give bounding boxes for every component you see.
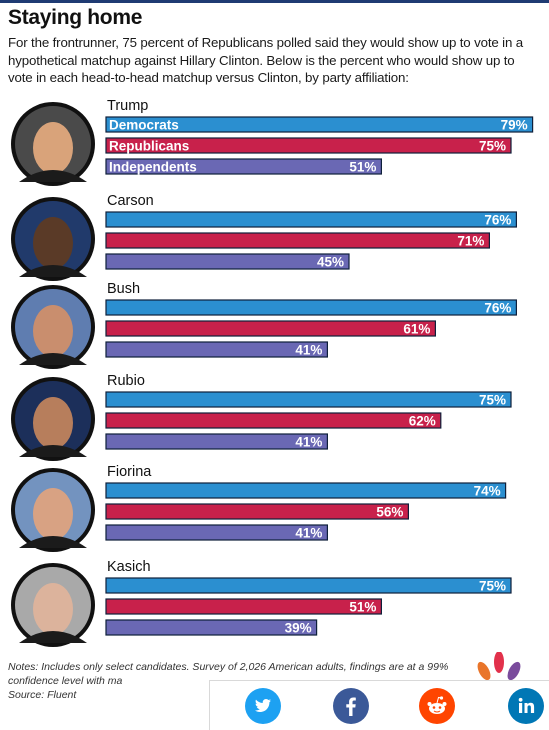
- series-label: Republicans: [109, 139, 189, 154]
- top-rule: [0, 0, 549, 3]
- data-label: 75%: [479, 393, 506, 408]
- bar: [105, 577, 512, 594]
- candidate-name: Bush: [107, 281, 140, 297]
- bar: [105, 253, 350, 270]
- chart-title: Staying home: [8, 6, 143, 29]
- data-label: 51%: [349, 160, 376, 175]
- bar-chart: Trump 79% Democrats 75% Republicans 51% Indepe…: [11, 98, 534, 647]
- twitter-icon: [245, 688, 281, 724]
- candidate-name: Fiorina: [107, 464, 152, 480]
- bar: [105, 433, 328, 450]
- data-label: 62%: [409, 414, 436, 429]
- bar: [105, 503, 409, 520]
- nbc-peacock-icon: [475, 652, 523, 682]
- avatar-suit: [19, 536, 87, 548]
- linkedin-share-button[interactable]: [508, 688, 544, 724]
- avatar-suit: [19, 353, 87, 365]
- data-label: 79%: [501, 118, 528, 133]
- bar: [105, 299, 517, 316]
- facebook-icon: [333, 688, 369, 724]
- bar: [105, 116, 534, 133]
- data-label: 61%: [403, 322, 430, 337]
- bar: [105, 158, 382, 175]
- bar: [105, 598, 382, 615]
- linkedin-icon: [508, 688, 544, 724]
- data-label: 74%: [474, 484, 501, 499]
- avatar-suit: [19, 631, 87, 643]
- bar: [105, 137, 512, 154]
- candidate-name: Carson: [107, 193, 154, 209]
- data-label: 75%: [479, 139, 506, 154]
- footnote: Notes: Includes only select candidates. …: [8, 660, 478, 702]
- data-label: 75%: [479, 579, 506, 594]
- avatar-suit: [19, 265, 87, 277]
- bar: [105, 211, 517, 228]
- bar: [105, 412, 442, 429]
- series-label: Democrats: [109, 118, 179, 133]
- facebook-share-button[interactable]: [333, 688, 369, 724]
- bar: [105, 391, 512, 408]
- data-label: 56%: [376, 505, 403, 520]
- reddit-icon: [419, 688, 455, 724]
- data-label: 45%: [317, 255, 344, 270]
- data-label: 71%: [457, 234, 484, 249]
- avatar-face: [33, 217, 73, 269]
- data-label: 39%: [285, 621, 312, 636]
- avatar-face: [33, 122, 73, 174]
- data-label: 76%: [484, 301, 511, 316]
- chart-subtitle: For the frontrunner, 75 percent of Repub…: [8, 35, 524, 85]
- data-label: 51%: [349, 600, 376, 615]
- avatar-suit: [19, 445, 87, 457]
- candidate-name: Kasich: [107, 559, 151, 575]
- avatar-face: [33, 305, 73, 357]
- candidate-name: Rubio: [107, 373, 145, 389]
- bar: [105, 341, 328, 358]
- candidate-name: Trump: [107, 98, 148, 114]
- bar: [105, 524, 328, 541]
- bar: [105, 232, 490, 249]
- avatar-face: [33, 488, 73, 540]
- data-label: 41%: [295, 435, 322, 450]
- bar: [105, 482, 507, 499]
- avatar-face: [33, 397, 73, 449]
- twitter-share-button[interactable]: [245, 688, 281, 724]
- data-label: 41%: [295, 343, 322, 358]
- series-label: Independents: [109, 160, 197, 175]
- notes-text: Notes: Includes only select candidates. …: [8, 661, 449, 687]
- bar: [105, 619, 318, 636]
- avatar-suit: [19, 170, 87, 182]
- source-text: Source: Fluent: [8, 689, 77, 701]
- data-label: 76%: [484, 213, 511, 228]
- bar: [105, 320, 436, 337]
- reddit-share-button[interactable]: [419, 688, 455, 724]
- data-label: 41%: [295, 526, 322, 541]
- avatar-face: [33, 583, 73, 635]
